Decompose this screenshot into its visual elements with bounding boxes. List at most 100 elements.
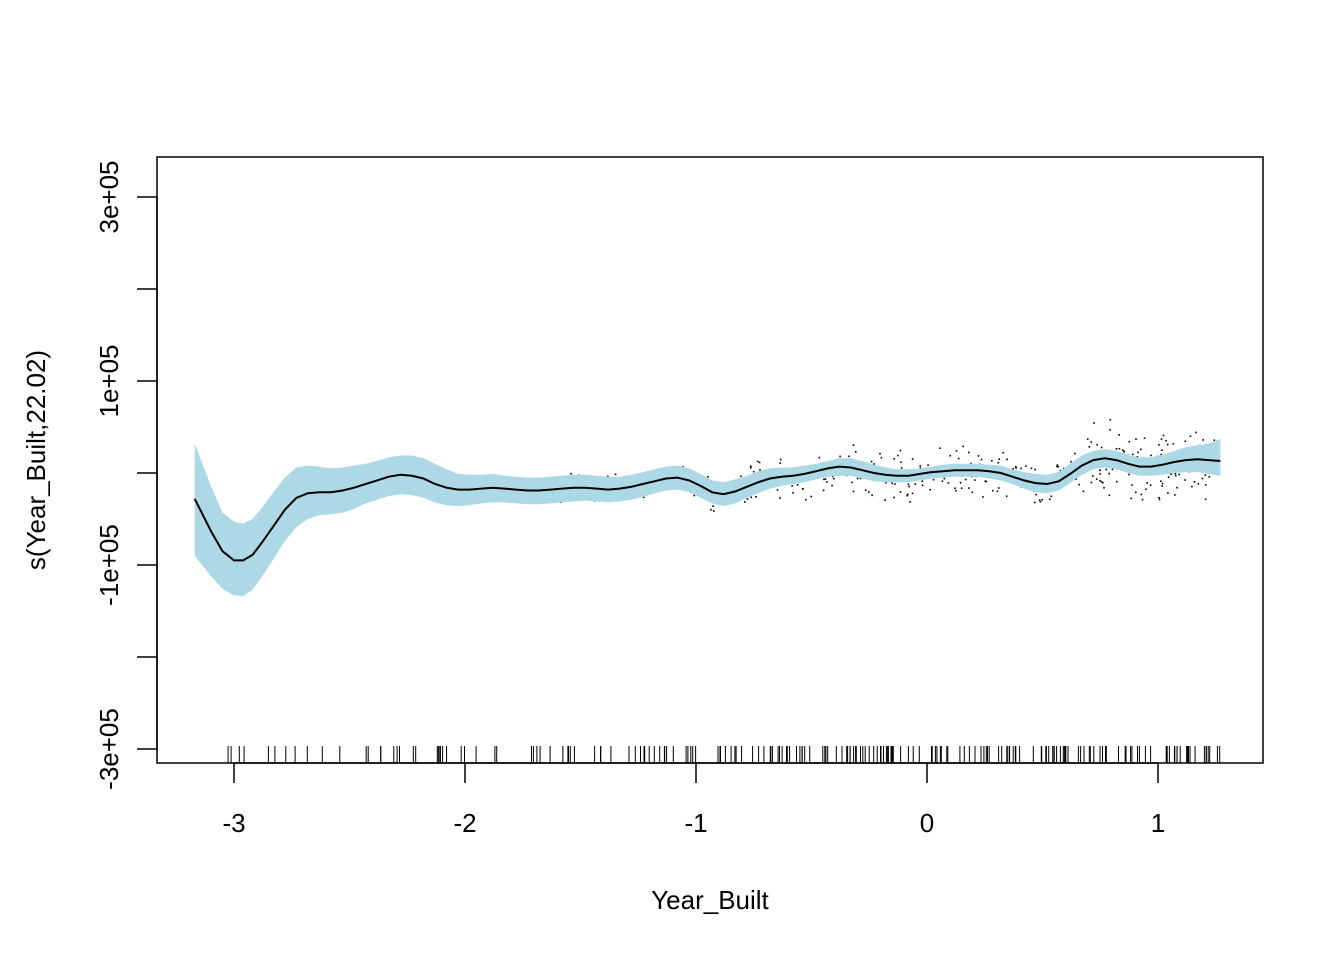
residual-point (1193, 481, 1196, 483)
residual-point (1093, 422, 1095, 424)
residual-point (893, 458, 895, 460)
residual-point (848, 455, 850, 458)
residual-point (1002, 451, 1004, 454)
residual-point (968, 487, 970, 489)
residual-point (911, 492, 914, 495)
residual-point (1161, 482, 1164, 485)
residual-point (1074, 452, 1076, 455)
residual-point (997, 487, 1000, 489)
rug-ticks (227, 746, 1221, 763)
residual-point (1090, 481, 1093, 484)
residual-point (1141, 498, 1144, 501)
residual-point (1160, 438, 1163, 440)
residual-point (710, 508, 712, 511)
residual-point (996, 490, 999, 493)
residual-point (1099, 469, 1101, 471)
residual-point (1086, 438, 1089, 440)
residual-point (1204, 498, 1207, 500)
residual-point (823, 478, 825, 481)
residual-point (570, 472, 572, 475)
residual-point (1158, 496, 1160, 499)
residual-point (779, 462, 781, 464)
residual-point (856, 477, 859, 480)
y-axis-title: s(Year_Built,22.02) (21, 350, 51, 570)
residual-point (957, 457, 960, 460)
residual-point (750, 467, 752, 469)
residual-point (805, 498, 807, 501)
residual-point (1012, 467, 1014, 470)
residual-point (1099, 479, 1101, 482)
residual-point (1025, 465, 1027, 467)
residual-point (1170, 473, 1172, 476)
residual-point (1132, 453, 1134, 456)
residual-point (900, 467, 903, 469)
residual-point (1039, 500, 1042, 503)
residual-point (1208, 476, 1211, 478)
residual-point (941, 480, 944, 482)
residual-point (746, 498, 749, 500)
residual-point (792, 492, 794, 494)
residual-point (1015, 466, 1017, 468)
residual-point (1160, 480, 1162, 482)
residual-point (927, 464, 929, 466)
residual-point (743, 501, 746, 503)
residual-point (1041, 499, 1043, 501)
residual-point (873, 463, 875, 465)
residual-point (1184, 479, 1186, 481)
residual-point (1092, 475, 1094, 477)
residual-point (1033, 501, 1036, 504)
residual-point (757, 460, 759, 463)
residual-point (893, 496, 895, 499)
residual-point (1020, 467, 1022, 470)
residual-point (852, 490, 855, 493)
residual-point (839, 455, 841, 458)
residual-point (1096, 443, 1098, 446)
residual-point (818, 456, 821, 459)
residual-point (740, 475, 742, 478)
x-axis-title: Year_Built (651, 885, 769, 915)
residual-point (1005, 495, 1008, 497)
residual-point (1128, 473, 1130, 476)
y-tick-label: 1e+05 (94, 344, 124, 417)
residual-point (1035, 493, 1037, 496)
residual-point (1059, 469, 1062, 472)
residual-point (1038, 499, 1041, 501)
residual-point (1090, 441, 1093, 443)
residual-point (1118, 447, 1121, 450)
residual-point (907, 493, 909, 496)
residual-point (1123, 450, 1125, 453)
residual-point (713, 510, 715, 512)
residual-point (909, 501, 911, 503)
residual-point (1195, 431, 1197, 434)
residual-point (1034, 468, 1036, 471)
residual-point (1006, 458, 1008, 461)
residual-point (776, 489, 779, 491)
residual-point (1149, 484, 1152, 486)
residual-point (1078, 483, 1080, 486)
residual-point (1118, 434, 1120, 436)
residual-point (1137, 451, 1139, 454)
x-tick-label: -1 (684, 808, 707, 838)
residual-point (1100, 480, 1103, 483)
residual-point (1167, 492, 1169, 494)
residual-point (914, 483, 917, 485)
residual-point (682, 466, 684, 468)
residual-point (894, 483, 896, 485)
residual-point (982, 496, 984, 498)
residual-point (1102, 481, 1104, 484)
residual-point (900, 461, 902, 463)
residual-point (871, 494, 873, 497)
residual-point (826, 481, 828, 483)
residual-point (759, 469, 761, 471)
residual-point (1095, 478, 1098, 480)
residual-point (859, 477, 862, 480)
residual-point (943, 477, 946, 480)
y-tick-label: -3e+05 (94, 708, 124, 790)
residual-point (1075, 478, 1077, 481)
residual-point (1161, 449, 1163, 451)
residual-point (1108, 494, 1111, 497)
residual-point (1048, 498, 1051, 501)
residual-point (959, 481, 962, 484)
residual-point (1161, 485, 1163, 487)
residual-point (974, 479, 976, 481)
